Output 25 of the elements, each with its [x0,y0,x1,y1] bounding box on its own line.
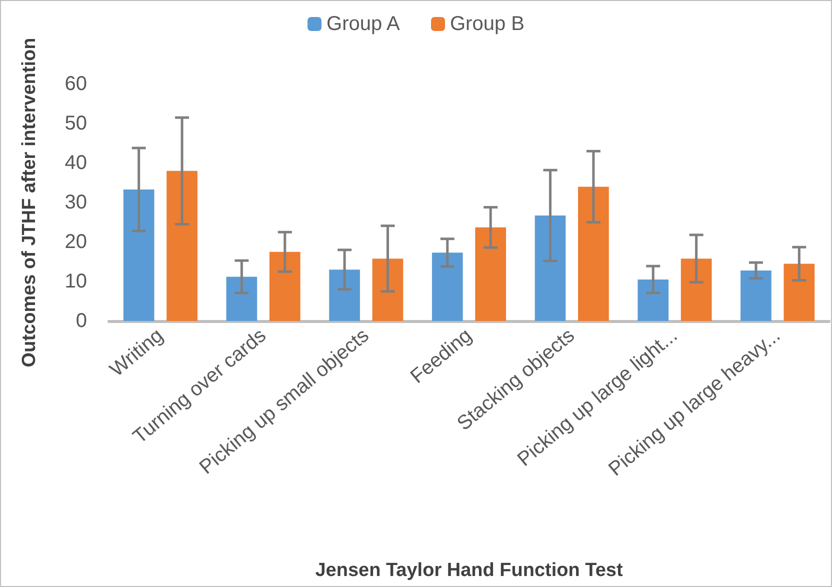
bar [329,270,360,321]
bar [740,270,772,321]
bar [372,258,404,321]
bar [475,227,506,321]
bar [166,170,198,321]
y-tick-label: 40 [64,152,87,174]
bar [226,276,258,321]
x-axis-title: Jensen Taylor Hand Function Test [315,560,624,581]
y-tick-label: 20 [64,231,87,253]
y-tick-label: 0 [76,310,87,332]
legend-label: Group A [326,13,401,35]
bar [578,186,609,321]
legend-label: Group B [450,13,524,35]
bar [269,252,300,321]
y-tick-label: 50 [64,112,87,134]
y-tick-label: 30 [64,192,87,214]
bar [680,258,712,321]
y-tick-label: 60 [64,73,87,95]
bar [784,264,815,321]
bar [534,216,566,321]
bar [123,189,154,321]
y-tick-label: 10 [64,270,87,292]
bar [638,280,669,321]
bar [432,252,463,321]
y-axis-title: Outcomes of JTHF after intervention [19,38,40,368]
